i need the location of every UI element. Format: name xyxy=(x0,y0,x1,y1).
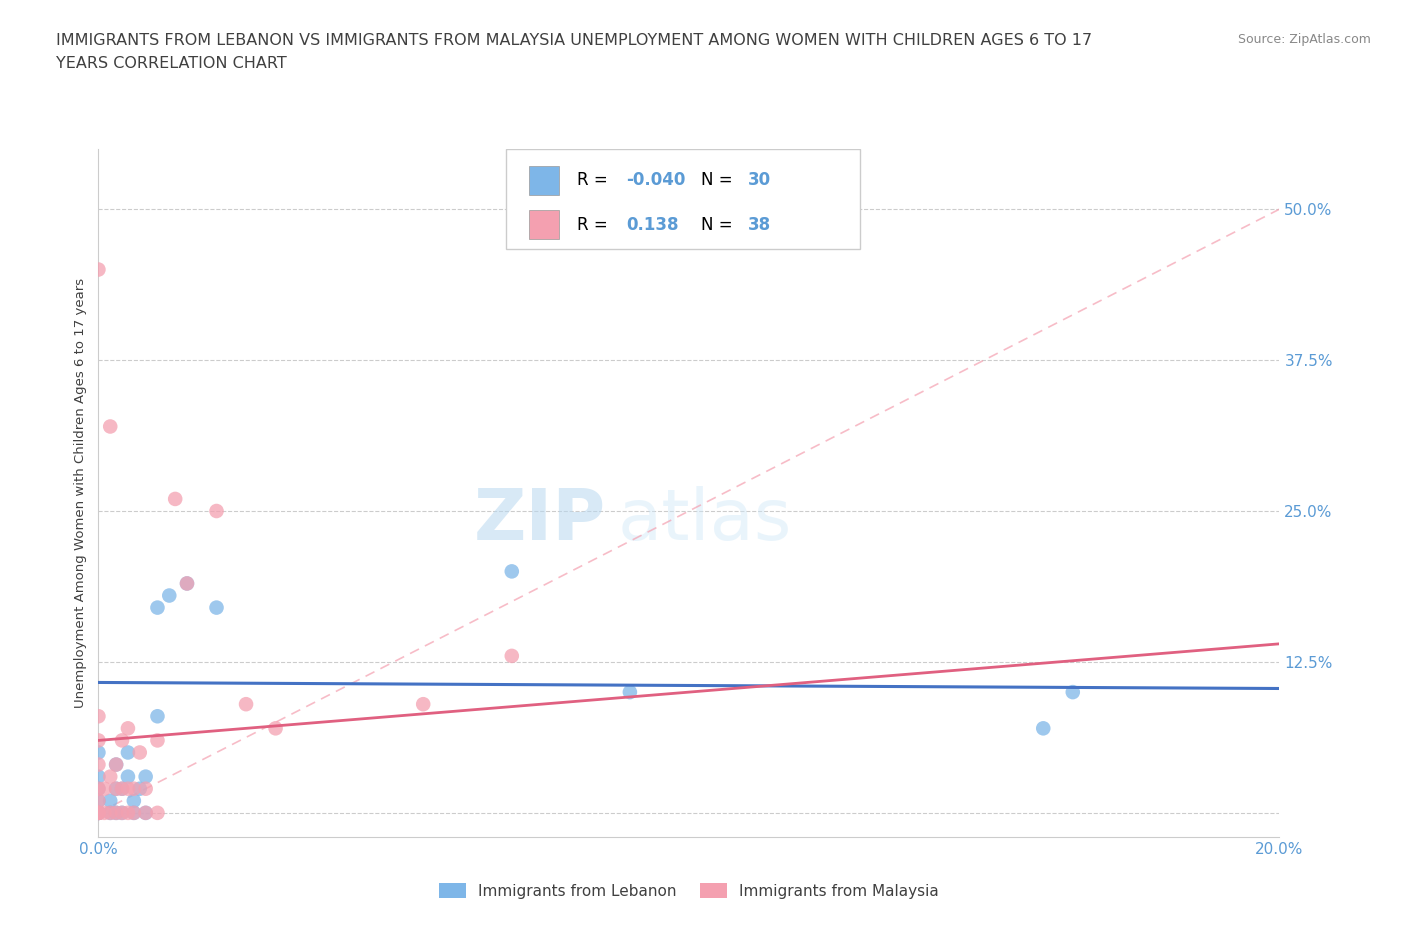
Point xyxy=(117,745,139,760)
Point xyxy=(87,262,110,277)
Point xyxy=(117,805,139,820)
Point xyxy=(135,805,157,820)
Point xyxy=(105,757,128,772)
Point xyxy=(135,769,157,784)
Text: IMMIGRANTS FROM LEBANON VS IMMIGRANTS FROM MALAYSIA UNEMPLOYMENT AMONG WOMEN WIT: IMMIGRANTS FROM LEBANON VS IMMIGRANTS FR… xyxy=(56,33,1092,47)
Text: 30: 30 xyxy=(748,171,770,189)
Point xyxy=(165,491,187,506)
Text: ZIP: ZIP xyxy=(474,486,606,555)
Point xyxy=(111,781,134,796)
Point xyxy=(98,805,121,820)
Point xyxy=(87,805,110,820)
Point xyxy=(87,793,110,808)
Text: R =: R = xyxy=(576,171,613,189)
Point xyxy=(87,805,110,820)
Point xyxy=(412,697,434,711)
Text: YEARS CORRELATION CHART: YEARS CORRELATION CHART xyxy=(56,56,287,71)
Y-axis label: Unemployment Among Women with Children Ages 6 to 17 years: Unemployment Among Women with Children A… xyxy=(75,278,87,708)
Point xyxy=(146,600,169,615)
Point xyxy=(122,805,145,820)
Point xyxy=(87,805,110,820)
Text: Source: ZipAtlas.com: Source: ZipAtlas.com xyxy=(1237,33,1371,46)
Legend: Immigrants from Lebanon, Immigrants from Malaysia: Immigrants from Lebanon, Immigrants from… xyxy=(433,877,945,905)
Point xyxy=(176,576,198,591)
Point xyxy=(135,805,157,820)
Point xyxy=(111,733,134,748)
Point xyxy=(87,805,110,820)
Point xyxy=(93,781,115,796)
Text: atlas: atlas xyxy=(619,486,793,555)
Point xyxy=(122,793,145,808)
Text: N =: N = xyxy=(700,171,738,189)
Point xyxy=(146,733,169,748)
Point xyxy=(135,781,157,796)
Point xyxy=(117,781,139,796)
Point xyxy=(98,769,121,784)
Point xyxy=(105,781,128,796)
Point xyxy=(87,757,110,772)
Point xyxy=(1062,684,1084,699)
Point xyxy=(105,757,128,772)
Point xyxy=(87,733,110,748)
Point xyxy=(146,805,169,820)
Point xyxy=(205,503,228,518)
FancyBboxPatch shape xyxy=(506,149,860,248)
Point xyxy=(128,745,150,760)
Text: 38: 38 xyxy=(748,216,770,233)
FancyBboxPatch shape xyxy=(530,166,560,194)
Point xyxy=(146,709,169,724)
Text: -0.040: -0.040 xyxy=(626,171,686,189)
Point xyxy=(619,684,641,699)
Point xyxy=(111,805,134,820)
Text: 0.138: 0.138 xyxy=(626,216,679,233)
Point xyxy=(122,805,145,820)
Point xyxy=(157,588,180,603)
Point xyxy=(122,781,145,796)
Point xyxy=(501,564,523,578)
Point xyxy=(235,697,257,711)
Point xyxy=(105,805,128,820)
Point xyxy=(87,781,110,796)
Point xyxy=(87,745,110,760)
Point xyxy=(98,805,121,820)
Point xyxy=(128,781,150,796)
Point xyxy=(117,769,139,784)
Point xyxy=(105,805,128,820)
FancyBboxPatch shape xyxy=(530,210,560,239)
Point xyxy=(87,805,110,820)
Point xyxy=(93,805,115,820)
Point xyxy=(111,781,134,796)
Point xyxy=(501,648,523,663)
Point xyxy=(176,576,198,591)
Point xyxy=(98,793,121,808)
Point xyxy=(87,805,110,820)
Point xyxy=(87,793,110,808)
Point xyxy=(87,769,110,784)
Point xyxy=(1032,721,1054,736)
Point xyxy=(111,805,134,820)
Point xyxy=(264,721,287,736)
Text: N =: N = xyxy=(700,216,738,233)
Point xyxy=(87,709,110,724)
Point xyxy=(105,781,128,796)
Text: R =: R = xyxy=(576,216,613,233)
Point xyxy=(87,781,110,796)
Point xyxy=(87,805,110,820)
Point xyxy=(205,600,228,615)
Point xyxy=(98,419,121,434)
Point xyxy=(117,721,139,736)
